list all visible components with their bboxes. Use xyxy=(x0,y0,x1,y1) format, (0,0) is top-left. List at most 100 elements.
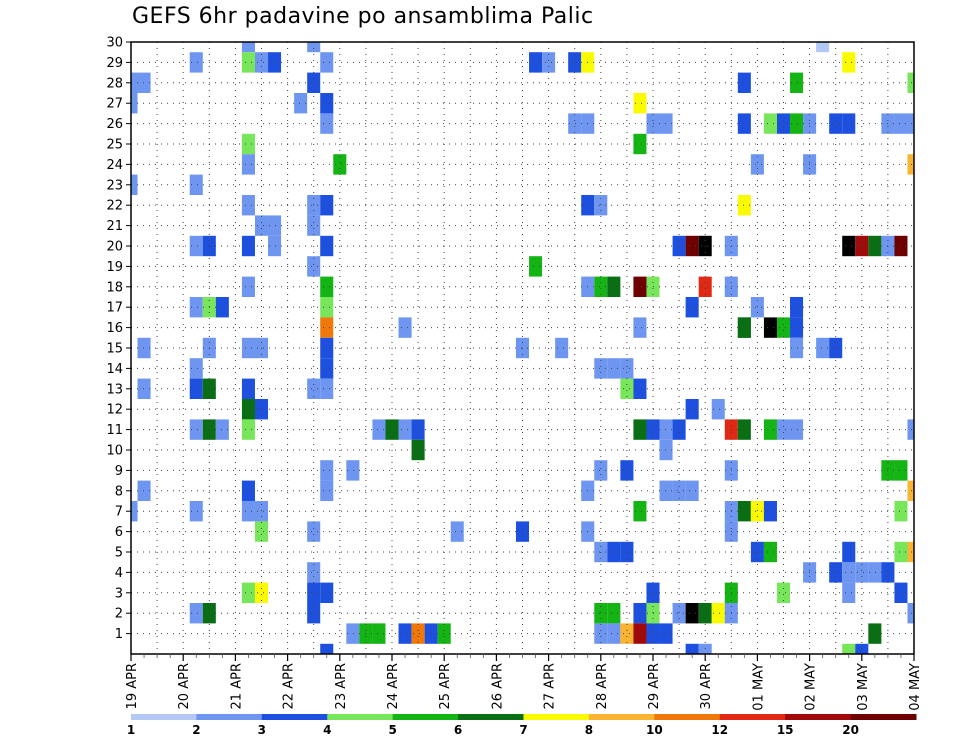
x-tick-label: 24 APR xyxy=(386,663,401,709)
heatmap-cell xyxy=(189,235,203,257)
heatmap-cell xyxy=(320,480,334,501)
heatmap-cell xyxy=(254,501,269,522)
y-tick-label: 2 xyxy=(115,607,123,622)
legend-swatch xyxy=(261,714,328,720)
legend-swatch xyxy=(785,714,852,720)
legend-label: 12 xyxy=(711,723,728,737)
heatmap-cell xyxy=(737,113,751,134)
legend-swatch xyxy=(523,714,590,720)
heatmap-cell xyxy=(137,480,151,501)
y-tick-label: 29 xyxy=(106,56,123,71)
x-tick-label: 30 APR xyxy=(699,663,714,709)
heatmap-cell xyxy=(594,276,608,297)
heatmap-cell xyxy=(633,317,647,338)
x-tick-label: 26 APR xyxy=(490,663,505,709)
heatmap-cell xyxy=(450,521,464,542)
y-tick-label: 28 xyxy=(106,76,123,91)
heatmap-cell xyxy=(633,603,647,624)
heatmap-cell xyxy=(372,623,386,644)
y-tick-label: 15 xyxy=(106,342,123,357)
y-tick-label: 30 xyxy=(106,36,123,51)
y-tick-label: 19 xyxy=(106,260,123,275)
heatmap-cell xyxy=(659,439,673,461)
heatmap-cell xyxy=(672,603,686,624)
heatmap-cell xyxy=(763,317,777,338)
heatmap-cell xyxy=(737,419,751,440)
y-tick-label: 9 xyxy=(115,464,123,479)
heatmap-cell xyxy=(411,623,425,644)
heatmap-cell xyxy=(633,501,647,522)
y-tick-label: 3 xyxy=(115,586,123,601)
heatmap-cell xyxy=(907,113,914,134)
heatmap-cell xyxy=(215,419,229,440)
heatmap-cell xyxy=(268,235,282,257)
heatmap-cell xyxy=(241,378,255,399)
heatmap-cell xyxy=(685,235,699,257)
heatmap-cell xyxy=(607,276,621,297)
y-tick-label: 25 xyxy=(106,138,123,153)
heatmap-cell xyxy=(241,133,255,155)
heatmap-cell xyxy=(254,215,269,236)
y-tick-label: 18 xyxy=(106,280,123,295)
heatmap-cell xyxy=(633,623,647,644)
color-legend: 1 2 3 4 5 6 7 8 10 12 15 20 xyxy=(127,714,917,737)
legend-label: 20 xyxy=(842,723,859,737)
y-tick-label: 23 xyxy=(106,178,123,193)
heatmap-cell xyxy=(842,541,856,563)
legend-label: 15 xyxy=(777,723,794,737)
heatmap-cell xyxy=(131,72,138,93)
legend-label: 7 xyxy=(519,723,527,737)
heatmap-cell xyxy=(241,399,255,420)
heatmap-cell xyxy=(137,337,151,359)
y-tick-label: 26 xyxy=(106,117,123,132)
heatmap-cell xyxy=(907,154,914,175)
heatmap-cell xyxy=(594,358,608,379)
heatmap-cell xyxy=(137,378,151,399)
heatmap-cell xyxy=(737,501,751,522)
y-tick-label: 24 xyxy=(106,158,123,173)
heatmap-cell xyxy=(659,113,673,134)
x-tick-label: 20 APR xyxy=(177,663,192,709)
heatmap-cell xyxy=(215,297,229,318)
heatmap-cell xyxy=(842,582,856,603)
heatmap-cell xyxy=(254,52,269,73)
legend-swatch xyxy=(850,714,917,720)
heatmap-cell xyxy=(241,42,255,53)
heatmap-cell xyxy=(241,501,255,522)
heatmap-cell xyxy=(189,501,203,522)
heatmap-cell xyxy=(907,603,914,624)
heatmap-cell xyxy=(868,562,882,583)
heatmap-cell xyxy=(607,541,621,563)
heatmap-cell xyxy=(241,276,255,297)
heatmap-cell xyxy=(254,521,269,542)
heatmap-cell xyxy=(320,93,334,114)
heatmap-cell xyxy=(189,603,203,624)
heatmap-cell xyxy=(555,337,569,359)
heatmap-cell xyxy=(790,337,804,359)
heatmap-cell xyxy=(320,460,334,481)
legend-label: 10 xyxy=(646,723,663,737)
heatmap-cell xyxy=(607,358,621,379)
heatmap-cell xyxy=(842,643,856,654)
heatmap-cell xyxy=(515,521,530,542)
heatmap-cell xyxy=(685,643,699,654)
legend-label: 4 xyxy=(323,723,331,737)
heatmap-cell xyxy=(672,419,686,440)
legend-label: 2 xyxy=(192,723,200,737)
x-tick-label: 19 APR xyxy=(125,663,140,709)
heatmap-cell xyxy=(320,52,334,73)
heatmap-cell xyxy=(790,317,804,338)
heatmap-cell xyxy=(698,603,712,624)
heatmap-cell xyxy=(320,297,334,318)
heatmap-cell xyxy=(711,603,725,624)
heatmap-cell xyxy=(398,419,412,440)
heatmap-cell xyxy=(137,72,151,93)
heatmap-cell xyxy=(568,52,582,73)
heatmap-cell xyxy=(737,317,751,338)
x-tick-label: 23 APR xyxy=(334,663,349,709)
heatmap-cell xyxy=(633,419,647,440)
heatmap-cell xyxy=(320,113,334,134)
heatmap-cell xyxy=(607,623,621,644)
heatmap-cell xyxy=(698,276,712,297)
chart-title: GEFS 6hr padavine po ansamblima Palic xyxy=(132,4,594,29)
